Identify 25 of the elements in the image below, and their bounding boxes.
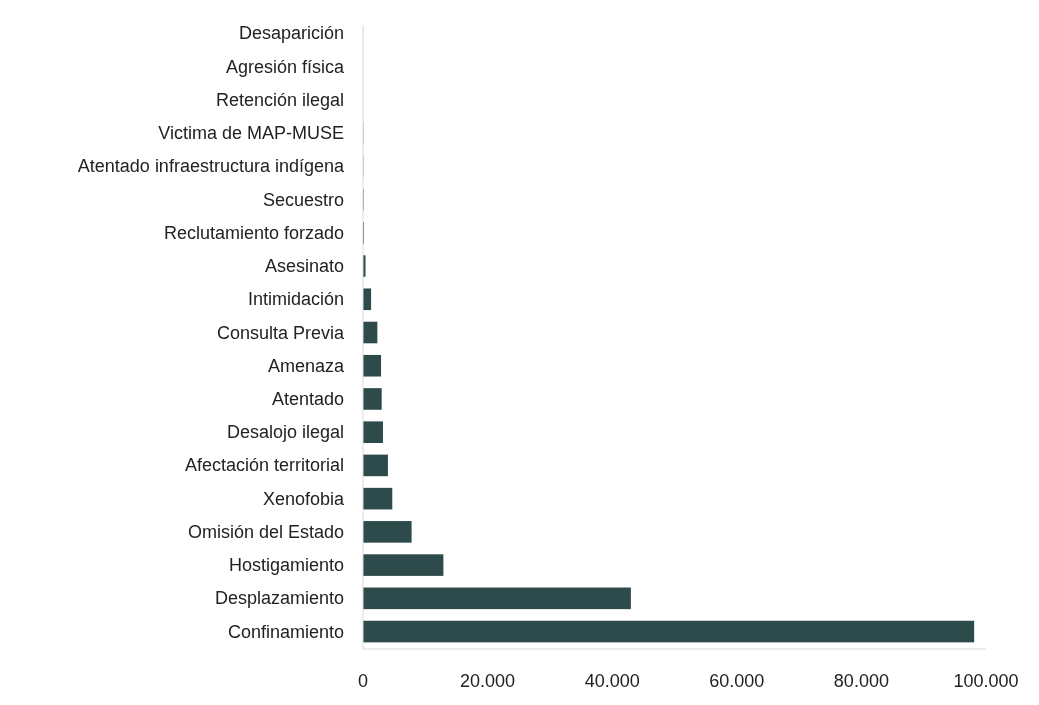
y-tick-label: Retención ilegal: [215, 89, 344, 110]
y-tick-label: Consulta Previa: [216, 322, 345, 343]
y-tick-label: Intimidación: [247, 289, 344, 310]
y-tick-label: Afectación territorial: [184, 455, 344, 476]
y-tick-label: Hostigamiento: [228, 555, 344, 576]
y-tick-label: Agresión física: [225, 56, 345, 77]
x-tick-label: 20.000: [460, 671, 516, 691]
y-tick-label: Amenaza: [267, 355, 345, 376]
y-tick-label: Desplazamiento: [214, 588, 344, 609]
y-tick-label: Xenofobia: [262, 488, 345, 509]
y-tick-label: Secuestro: [262, 189, 344, 210]
x-tick-label: 0: [357, 671, 369, 691]
y-tick-label: Confinamiento: [227, 621, 344, 642]
x-tick-label: 100.000: [953, 671, 1019, 691]
y-tick-label: Asesinato: [264, 256, 344, 277]
y-tick-label: Desalojo ilegal: [226, 422, 344, 443]
x-tick-label: 40.000: [584, 671, 640, 691]
x-tick-label: 80.000: [833, 671, 889, 691]
y-tick-label: Desaparición: [238, 23, 344, 44]
y-tick-label: Omisión del Estado: [187, 521, 344, 542]
y-tick-label: Atentado infraestructura indígena: [77, 156, 345, 177]
y-tick-label: Atentado: [271, 388, 344, 409]
x-tick-label: 60.000: [709, 671, 765, 691]
y-tick-label: Reclutamiento forzado: [163, 222, 344, 243]
y-tick-label: Victima de MAP-MUSE: [158, 123, 344, 144]
